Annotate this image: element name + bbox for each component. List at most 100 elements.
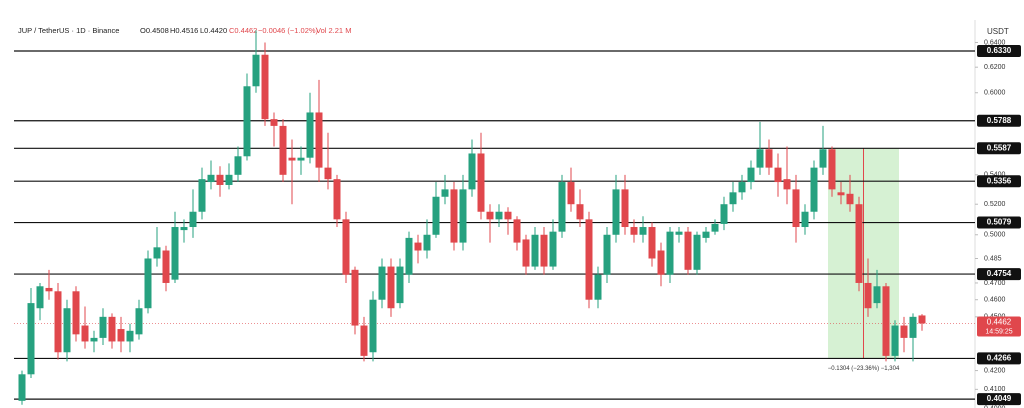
candle-body: [306, 112, 314, 158]
candle-body: [288, 157, 296, 161]
candle-body: [666, 231, 674, 275]
candle-body: [216, 174, 224, 185]
candle-body: [387, 266, 395, 309]
countdown: 14:59:25: [985, 328, 1012, 335]
level-label-box: [977, 268, 1021, 281]
y-tick-label: 0.4200: [984, 367, 1006, 374]
candle-body: [783, 179, 791, 190]
candle-body: [99, 316, 107, 338]
candle-body: [468, 153, 476, 190]
candle-body: [720, 204, 728, 224]
level-label: 0.5079: [987, 218, 1012, 227]
candle-body: [567, 182, 575, 205]
candle-body: [450, 189, 458, 243]
level-label-box: [977, 142, 1021, 155]
candle-body: [531, 234, 539, 267]
y-tick-label: 0.6200: [984, 64, 1006, 71]
candle-body: [792, 189, 800, 228]
candle-body: [675, 231, 683, 235]
candle-body: [873, 286, 881, 304]
candle-body: [207, 174, 215, 183]
candle-body: [252, 54, 260, 87]
candle-body: [729, 192, 737, 205]
candle-body: [36, 286, 44, 309]
candle-body: [639, 227, 647, 235]
candle-body: [837, 192, 845, 196]
candle-body: [513, 219, 521, 243]
candle-body: [522, 239, 530, 267]
measure-label: −0.1304 (−23.36%) −1,304: [828, 366, 900, 372]
candle-body: [909, 316, 917, 338]
candle-body: [72, 291, 80, 335]
candle-body: [189, 211, 197, 228]
candle-body: [801, 211, 809, 228]
candle-body: [270, 119, 278, 126]
level-label-box: [977, 216, 1021, 229]
y-tick-label: 0.5000: [984, 232, 1006, 239]
candle-body: [414, 242, 422, 251]
candle-body: [459, 189, 467, 243]
y-tick-label: 0.5400: [984, 172, 1006, 179]
y-tick-label: 0.485: [984, 255, 1002, 262]
y-tick-label: 0.4700: [984, 280, 1006, 287]
ohlc-high: H0.4516: [170, 26, 198, 35]
candle-body: [495, 211, 503, 220]
candle-body: [477, 153, 485, 212]
candle-body: [558, 182, 566, 232]
change: −0.0046 (−1.02%): [258, 26, 319, 35]
level-label: 0.4754: [987, 269, 1012, 278]
candle-body: [441, 189, 449, 197]
candle-body: [279, 125, 287, 175]
candle-body: [576, 204, 584, 220]
candle-body: [648, 227, 656, 259]
candle-body: [180, 227, 188, 231]
candle-body: [342, 219, 350, 275]
candle-body: [486, 211, 494, 220]
candle-body: [27, 303, 35, 375]
level-label: 0.4049: [987, 394, 1012, 403]
candle-body: [171, 227, 179, 280]
candle-body: [144, 258, 152, 309]
candle-body: [117, 329, 125, 342]
level-label: 0.5788: [987, 116, 1012, 125]
candle-body: [684, 231, 692, 270]
candle-body: [261, 54, 269, 120]
y-tick-label: 0.4600: [984, 297, 1006, 304]
candle-body: [162, 250, 170, 283]
level-label: 0.6330: [987, 46, 1012, 55]
ohlc-open: O0.4508: [140, 26, 169, 35]
candle-body: [90, 337, 98, 342]
candle-body: [657, 250, 665, 275]
candle-body: [315, 112, 323, 168]
candle-body: [603, 234, 611, 275]
candle-body: [81, 325, 89, 342]
candle-body: [504, 211, 512, 220]
candle-body: [855, 204, 863, 283]
candle-body: [621, 189, 629, 228]
level-label-box: [977, 45, 1021, 58]
currency-label: USDT: [987, 27, 1009, 36]
level-label: 0.5356: [987, 176, 1012, 185]
y-tick-label: 0.5200: [984, 201, 1006, 208]
candle-body: [351, 269, 359, 326]
symbol: JUP / TetherUS · 1D · Binance: [18, 26, 119, 35]
candle-body: [819, 149, 827, 168]
candle-body: [594, 274, 602, 300]
candle-body: [882, 286, 890, 356]
candle-body: [54, 291, 62, 353]
ohlc-low: L0.4420: [200, 26, 227, 35]
candle-body: [108, 316, 116, 342]
candle-body: [828, 149, 836, 190]
candle-body: [891, 325, 899, 356]
header: JUP / TetherUS · 1D · Binance O0.4508 H0…: [18, 26, 351, 35]
last-price-label: 0.4462: [987, 318, 1012, 327]
volume: Vol 2.21 M: [316, 26, 351, 35]
level-label: 0.4266: [987, 354, 1012, 363]
candle-body: [585, 219, 593, 300]
candle-body: [333, 179, 341, 220]
candle-body: [711, 223, 719, 232]
candle-body: [549, 231, 557, 267]
candle-body: [540, 234, 548, 267]
